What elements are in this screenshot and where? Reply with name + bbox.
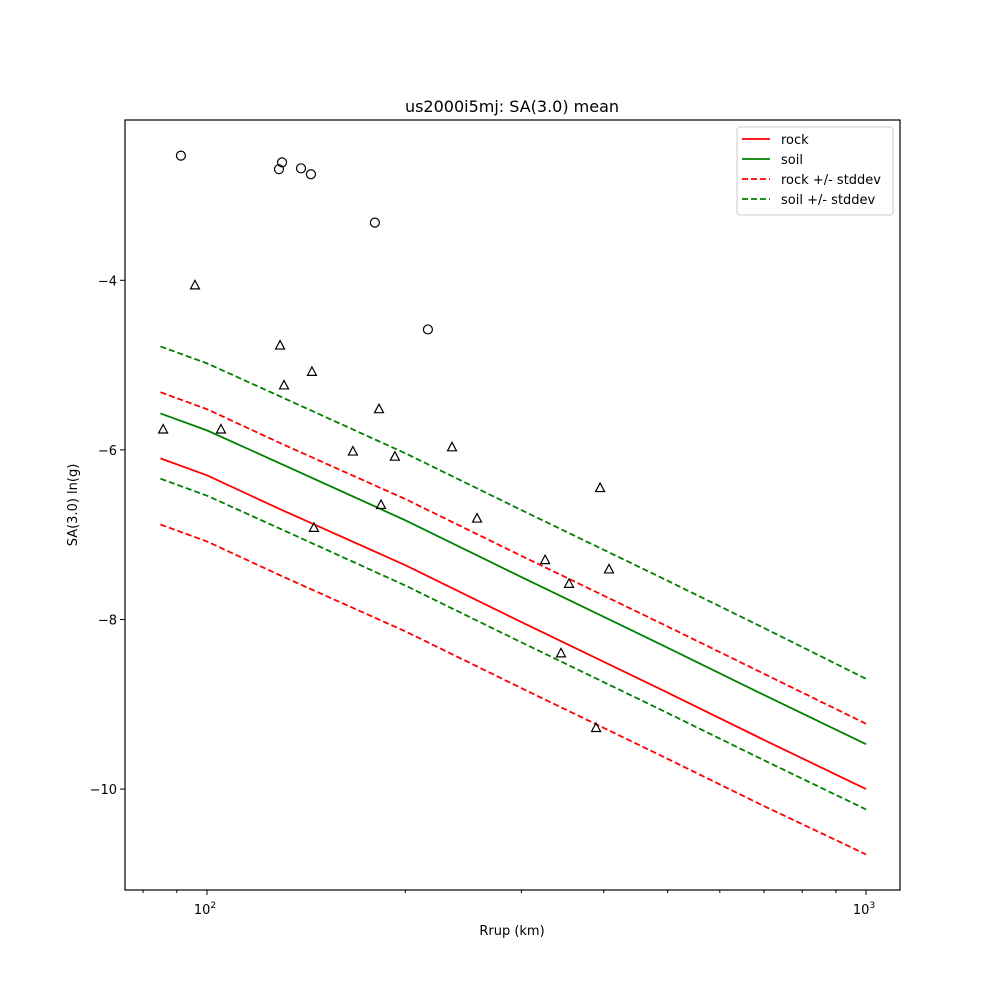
- x-tick-label: 103: [853, 901, 875, 918]
- data-point-triangle: [189, 279, 201, 290]
- y-tick-label: −10: [90, 783, 117, 798]
- chart-title: us2000i5mj: SA(3.0) mean: [405, 97, 619, 116]
- axes-frame: [124, 119, 901, 891]
- legend-label: rock: [781, 133, 809, 148]
- data-point-triangle: [375, 498, 387, 510]
- series-line-soil: [160, 412, 867, 745]
- data-point-circle: [369, 217, 380, 228]
- data-point-circle: [295, 163, 307, 174]
- y-tick-label: −8: [98, 613, 117, 628]
- x-tick-base: 10: [853, 903, 870, 918]
- legend: rock soil rock +/- stddev soil +/- stddev: [736, 126, 894, 216]
- y-tick-label: −6: [98, 444, 117, 459]
- series-line-rock-stddev: [160, 391, 867, 725]
- data-point-triangle: [306, 365, 318, 376]
- data-point-triangle: [446, 441, 458, 452]
- legend-label: soil: [781, 153, 803, 168]
- data-point-triangle: [274, 339, 286, 350]
- data-point-triangle: [347, 445, 359, 456]
- legend-box: [736, 126, 894, 216]
- x-tick-exponent: 3: [869, 901, 875, 911]
- data-point-triangle: [157, 423, 169, 434]
- y-axis-label: SA(3.0) ln(g): [66, 464, 81, 547]
- data-point-triangle: [603, 563, 615, 574]
- x-tick-base: 10: [194, 903, 211, 918]
- series-line-lower-stddev: [160, 523, 867, 856]
- data-point-circle: [305, 169, 317, 180]
- data-point-circle: [422, 324, 434, 335]
- data-point-triangle: [278, 379, 290, 390]
- x-tick-exponent: 2: [210, 901, 216, 911]
- legend-label: soil +/- stddev: [781, 193, 876, 208]
- data-point-circle: [276, 157, 288, 168]
- y-tick-label: −4: [98, 274, 117, 289]
- data-point-triangle: [215, 423, 227, 434]
- data-point-triangle: [563, 577, 575, 588]
- data-point-triangle: [539, 553, 551, 565]
- data-point-triangle: [373, 402, 385, 414]
- data-point-triangle: [389, 450, 401, 461]
- series-line-rock: [160, 457, 867, 790]
- data-point-triangle: [594, 481, 606, 493]
- data-point-triangle: [590, 721, 602, 733]
- series-line-lower-stddev: [160, 477, 867, 811]
- x-tick-label: 102: [194, 901, 216, 918]
- data-point-circle: [175, 150, 187, 161]
- series-line-soil-stddev: [160, 345, 867, 680]
- plot-area: [157, 150, 867, 856]
- x-axis-label: Rrup (km): [479, 924, 544, 939]
- data-point-triangle: [555, 647, 567, 658]
- data-point-triangle: [308, 521, 320, 532]
- data-point-triangle: [471, 512, 483, 523]
- legend-label: rock +/- stddev: [781, 173, 881, 188]
- data-point-circle: [273, 164, 285, 175]
